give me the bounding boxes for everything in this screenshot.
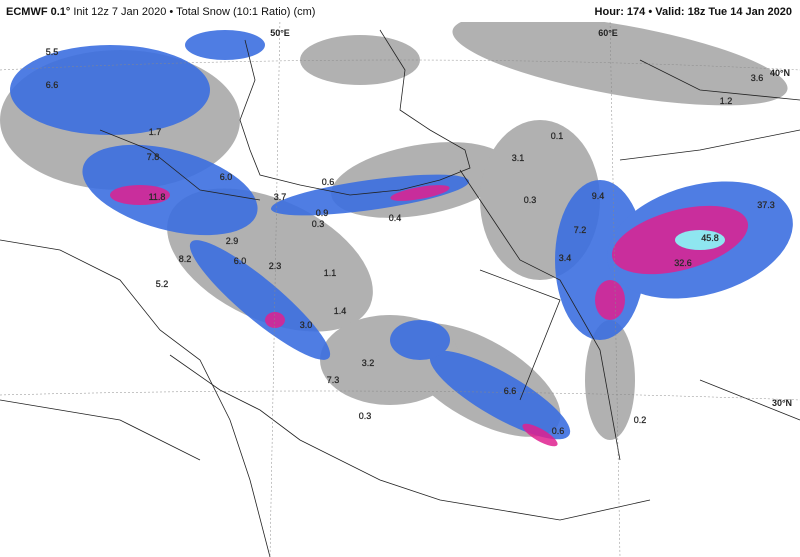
snow-label: 0.4 bbox=[389, 213, 402, 223]
snow-label: 3.2 bbox=[362, 358, 375, 368]
snow-label: 0.1 bbox=[551, 131, 564, 141]
snow-label: 3.6 bbox=[751, 73, 764, 83]
snow-label: 45.8 bbox=[701, 233, 719, 243]
model: ECMWF 0.1° bbox=[6, 6, 70, 18]
snow-label: 6.0 bbox=[220, 172, 233, 182]
snow-label: 0.6 bbox=[322, 177, 335, 187]
snow-label: 6.6 bbox=[504, 386, 517, 396]
grid-labels: 50°E 60°E 40°N 30°N bbox=[270, 28, 792, 408]
grid-label: 40°N bbox=[770, 68, 790, 78]
snow-label: 2.9 bbox=[226, 236, 239, 246]
snow-labels: 5.56.61.77.811.86.0 0.63.70.90.30.48.22.9… bbox=[46, 47, 775, 436]
snow-label: 0.2 bbox=[634, 415, 647, 425]
snow-label: 3.7 bbox=[274, 192, 287, 202]
snow-label: 1.4 bbox=[334, 306, 347, 316]
snow-label: 0.3 bbox=[359, 411, 372, 421]
snow-label: 0.3 bbox=[524, 195, 537, 205]
snow-label: 32.6 bbox=[674, 258, 692, 268]
snow-label: 3.4 bbox=[559, 253, 572, 263]
snow-label: 8.2 bbox=[179, 254, 192, 264]
peak-snow bbox=[675, 230, 725, 250]
snow-label: 2.3 bbox=[269, 261, 282, 271]
header-bar bbox=[0, 0, 800, 22]
snow-label: 3.1 bbox=[512, 153, 525, 163]
snow-label: 3.0 bbox=[300, 320, 313, 330]
snow-label: 1.7 bbox=[149, 127, 162, 137]
graticule bbox=[0, 17, 800, 557]
snow-label: 7.3 bbox=[327, 375, 340, 385]
snow-label: 0.9 bbox=[316, 208, 329, 218]
snow-label: 7.2 bbox=[574, 225, 587, 235]
header-left: ECMWF 0.1° Init 12z 7 Jan 2020 • Total S… bbox=[6, 6, 315, 18]
snow-label: 1.2 bbox=[720, 96, 733, 106]
snow-label: 11.8 bbox=[149, 192, 166, 202]
snow-label: 0.3 bbox=[312, 219, 325, 229]
snow-label: 0.6 bbox=[552, 426, 565, 436]
snow-label: 6.6 bbox=[46, 80, 59, 90]
snow-label: 5.5 bbox=[46, 47, 59, 57]
snow-label: 1.1 bbox=[324, 268, 337, 278]
header-right: Hour: 174 • Valid: 18z Tue 14 Jan 2020 bbox=[595, 6, 792, 18]
snow-label: 9.4 bbox=[592, 191, 605, 201]
snow-label: 7.8 bbox=[147, 152, 160, 162]
snow-label: 6.0 bbox=[234, 256, 247, 266]
snow-label: 5.2 bbox=[156, 279, 169, 289]
grid-label: 30°N bbox=[772, 398, 792, 408]
details: Init 12z 7 Jan 2020 • Total Snow (10:1 R… bbox=[73, 6, 315, 18]
grid-label: 60°E bbox=[598, 28, 618, 38]
snow-label: 37.3 bbox=[757, 200, 775, 210]
grid-label: 50°E bbox=[270, 28, 290, 38]
coastlines bbox=[0, 29, 800, 557]
